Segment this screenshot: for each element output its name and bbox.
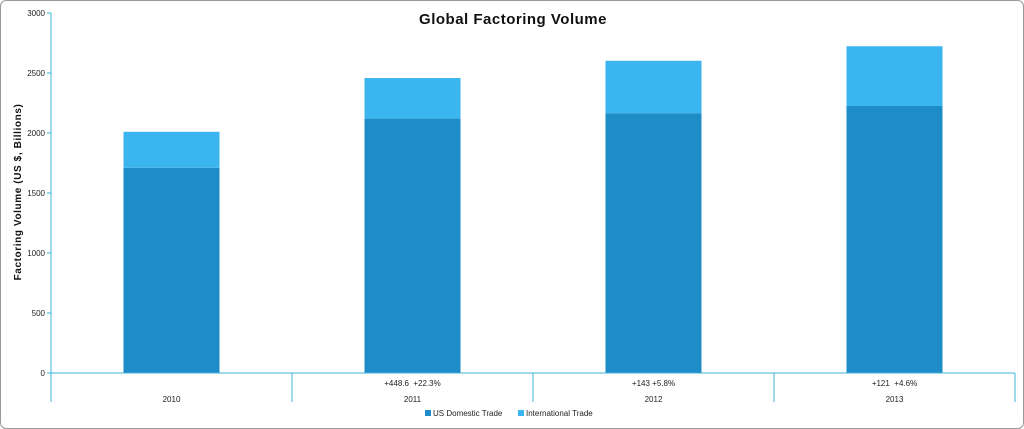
y-tick-label: 500 [32, 309, 46, 318]
growth-annotation-2013: +121 +4.6% [872, 379, 917, 388]
bar-2011-us-domestic [364, 118, 461, 373]
x-tick-label-2011: 2011 [404, 395, 422, 404]
bar-2012-us-domestic [605, 113, 702, 373]
bars-layer [123, 46, 943, 373]
y-tick-label: 2000 [27, 129, 45, 138]
legend-swatch-international [518, 410, 524, 416]
y-tick-label: 1000 [27, 249, 45, 258]
chart-title: Global Factoring Volume [419, 11, 607, 28]
bar-2010-international [123, 131, 220, 168]
legend: US Domestic Trade International Trade [425, 409, 593, 418]
growth-annotation-2012: +143 +5.8% [632, 379, 675, 388]
y-tick-label: 0 [41, 369, 46, 378]
bar-2013-international [846, 46, 943, 106]
y-tick-label: 1500 [27, 189, 45, 198]
axes-layer: 0 500 1000 1500 2000 2500 3000 2010 +448.6 +22.3… [27, 9, 1016, 404]
bar-2013-us-domestic [846, 106, 943, 373]
x-tick-label-2013: 2013 [886, 395, 904, 404]
bar-2010-us-domestic [123, 167, 220, 373]
legend-swatch-us-domestic [425, 410, 431, 416]
y-tick-label: 3000 [27, 9, 45, 18]
y-tick-label: 2500 [27, 69, 45, 78]
x-tick-label-2010: 2010 [163, 395, 181, 404]
legend-label-international: International Trade [526, 409, 593, 418]
x-tick-label-2012: 2012 [645, 395, 663, 404]
bar-2012-international [605, 60, 702, 114]
legend-label-us-domestic: US Domestic Trade [433, 409, 503, 418]
growth-annotation-2011: +448.6 +22.3% [384, 379, 441, 388]
y-axis-title: Factoring Volume (US $, Billions) [13, 104, 24, 281]
bar-2011-international [364, 78, 461, 119]
